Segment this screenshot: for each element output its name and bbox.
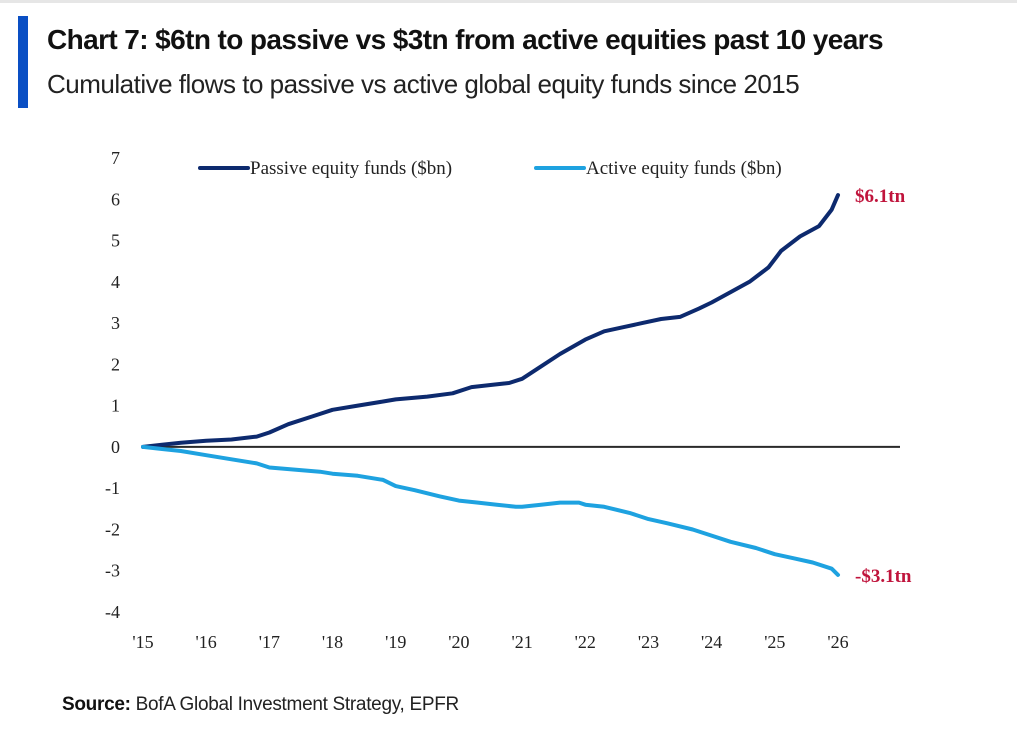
y-tick-label: -3: [105, 561, 120, 581]
x-tick-label: '19: [385, 632, 406, 652]
y-tick-label: 7: [111, 148, 120, 168]
x-tick-label: '21: [511, 632, 532, 652]
title-accent-bar: [18, 16, 28, 108]
y-tick-label: -2: [105, 519, 120, 539]
legend-label-active: Active equity funds ($bn): [586, 158, 782, 179]
y-tick-label: 1: [111, 396, 120, 416]
y-tick-label: 3: [111, 313, 120, 333]
source-text: BofA Global Investment Strategy, EPFR: [135, 694, 460, 715]
end-label-passive: $6.1tn: [855, 186, 906, 207]
x-tick-label: '25: [764, 632, 785, 652]
x-tick-label: '22: [575, 632, 596, 652]
x-tick-label: '16: [196, 632, 217, 652]
x-tick-label: '15: [132, 632, 153, 652]
y-tick-label: 2: [111, 354, 120, 374]
y-tick-label: -4: [105, 602, 120, 622]
chart-title: Chart 7: $6tn to passive vs $3tn from ac…: [47, 24, 884, 55]
legend: Passive equity funds ($bn) Active equity…: [198, 158, 782, 179]
x-tick-label: '23: [638, 632, 659, 652]
chart-subtitle: Cumulative flows to passive vs active gl…: [47, 69, 800, 99]
source-label: Source:: [62, 694, 131, 715]
legend-label-passive: Passive equity funds ($bn): [250, 158, 452, 179]
x-tick-label: '18: [322, 632, 343, 652]
source-note: Source: BofA Global Investment Strategy,…: [62, 694, 459, 716]
series-line-active: [141, 444, 840, 577]
x-tick-label: '17: [259, 632, 280, 652]
y-tick-label: 0: [111, 437, 120, 457]
x-tick-label: '20: [448, 632, 469, 652]
y-tick-label: 5: [111, 231, 120, 251]
y-tick-label: 4: [111, 272, 120, 292]
top-border: [0, 0, 1017, 3]
end-label-active: -$3.1tn: [855, 566, 912, 587]
y-axis: 7 6 5 4 3 2 1 0 -1 -2 -3 -4: [105, 148, 120, 622]
x-tick-label: '26: [827, 632, 848, 652]
series-line-passive: [141, 193, 840, 449]
y-tick-label: 6: [111, 189, 120, 209]
x-tick-label: '24: [701, 632, 722, 652]
series-lines: [141, 193, 840, 577]
y-tick-label: -1: [105, 478, 120, 498]
x-axis: '15 '16 '17 '18 '19 '20 '21 '22 '23 '24 '25 '26: [132, 632, 848, 652]
